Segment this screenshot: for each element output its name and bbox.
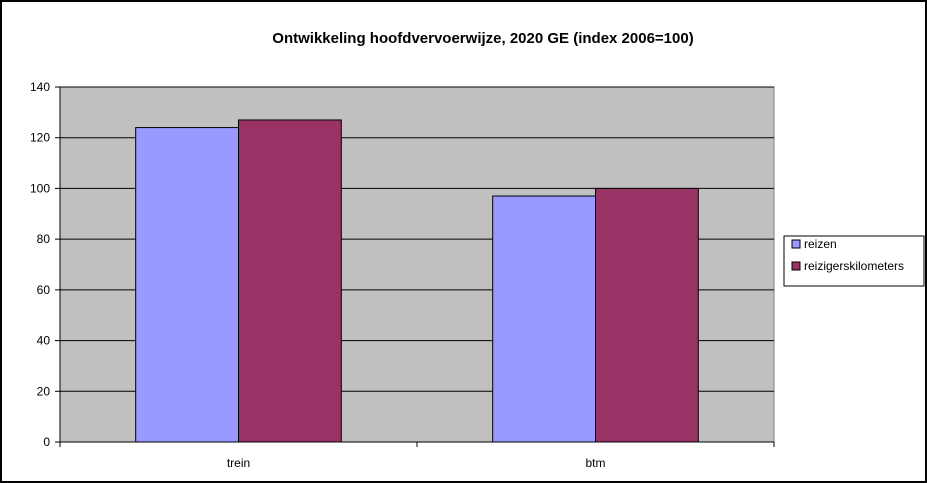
- chart-title: Ontwikkeling hoofdvervoerwijze, 2020 GE …: [272, 30, 693, 47]
- y-tick-label: 120: [30, 131, 50, 145]
- y-tick-label: 60: [37, 283, 51, 297]
- y-tick-label: 100: [30, 181, 50, 195]
- legend-label-reizigerskilometers: reizigerskilometers: [804, 259, 904, 273]
- x-tick-label: btm: [585, 456, 605, 470]
- bar-reizen-trein: [135, 127, 240, 443]
- plot-area: 0 20 40 60 80 100 120 140 trein btm: [30, 80, 775, 470]
- y-tick-label: 140: [30, 80, 50, 94]
- y-tick-label: 80: [37, 232, 51, 246]
- bar-reizigerskilometers-btm: [595, 187, 699, 443]
- bar-reizen-btm: [492, 195, 596, 443]
- x-tick-label: trein: [227, 456, 250, 470]
- legend-box: [783, 235, 925, 287]
- legend-swatch-reizigerskilometers: [791, 261, 801, 271]
- legend: reizen reizigerskilometers: [783, 235, 925, 287]
- y-tick-label: 20: [37, 384, 51, 398]
- y-tick-label: 0: [43, 435, 50, 449]
- bar-reizigerskilometers-trein: [238, 119, 342, 443]
- legend-swatch-reizen: [791, 239, 801, 249]
- legend-label-reizen: reizen: [804, 237, 837, 251]
- y-tick-label: 40: [37, 334, 51, 348]
